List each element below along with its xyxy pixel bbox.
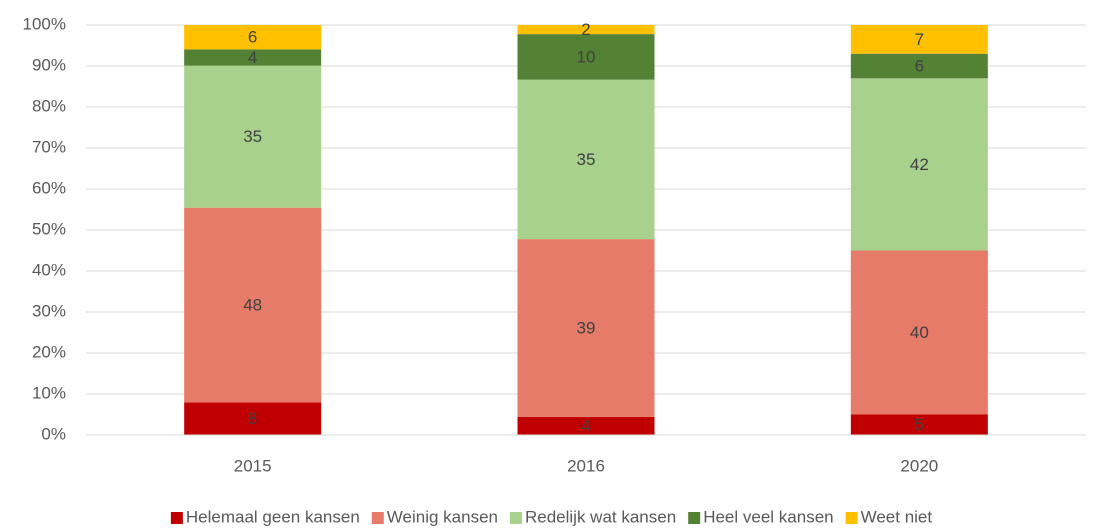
data-label: 35	[243, 127, 262, 146]
bar-segment	[184, 49, 322, 66]
bar-segment	[517, 416, 655, 435]
y-tick-label: 0%	[41, 424, 66, 443]
bar-segment	[184, 402, 322, 435]
data-label: 48	[243, 296, 262, 315]
data-label: 39	[577, 318, 596, 337]
legend-swatch	[371, 512, 384, 524]
data-label: 4	[581, 416, 590, 435]
bar-segment	[850, 414, 988, 435]
bar-segment	[850, 250, 988, 415]
legend-swatch	[170, 512, 183, 524]
x-tick-label: 2020	[900, 456, 938, 475]
legend-item: Helemaal geen kansen	[170, 507, 360, 526]
legend-item: Weinig kansen	[371, 507, 498, 526]
y-tick-label: 80%	[32, 96, 66, 115]
legend-swatch	[688, 512, 701, 524]
bar-segment	[517, 25, 655, 35]
data-label: 8	[248, 409, 257, 428]
bar-segment	[850, 53, 988, 79]
y-tick-label: 90%	[32, 55, 66, 74]
legend-item: Heel veel kansen	[688, 507, 834, 526]
bar-segment	[184, 65, 322, 208]
data-label: 2	[581, 20, 590, 39]
y-tick-label: 50%	[32, 219, 66, 238]
legend-label: Redelijk wat kansen	[525, 507, 676, 526]
bar-segment	[517, 79, 655, 240]
y-tick-label: 30%	[32, 301, 66, 320]
bar-segment	[517, 239, 655, 417]
y-tick-label: 20%	[32, 342, 66, 361]
data-label: 42	[910, 155, 929, 174]
legend-label: Helemaal geen kansen	[186, 507, 360, 526]
legend-item: Weet niet	[845, 507, 933, 526]
bar-segment	[517, 34, 655, 80]
data-label: 40	[910, 323, 929, 342]
bar-segment	[184, 207, 322, 403]
data-label: 10	[577, 47, 596, 66]
data-label: 4	[248, 48, 257, 67]
data-label: 6	[915, 56, 924, 75]
bar-segment	[850, 78, 988, 251]
data-label: 7	[915, 30, 924, 49]
x-tick-label: 2016	[567, 456, 605, 475]
bar-segment	[850, 25, 988, 54]
legend-swatch	[509, 512, 522, 524]
y-tick-label: 10%	[32, 383, 66, 402]
y-tick-label: 70%	[32, 137, 66, 156]
y-tick-label: 60%	[32, 178, 66, 197]
y-tick-label: 40%	[32, 260, 66, 279]
data-label: 5	[915, 415, 924, 434]
data-label: 6	[248, 28, 257, 47]
legend-item: Redelijk wat kansen	[509, 507, 676, 526]
x-tick-label: 2015	[234, 456, 272, 475]
legend-label: Heel veel kansen	[703, 507, 833, 526]
bar-segment	[184, 25, 322, 50]
legend-label: Weet niet	[861, 507, 933, 526]
legend-label: Weinig kansen	[387, 507, 498, 526]
y-tick-label: 100%	[23, 14, 66, 33]
legend-swatch	[845, 512, 858, 524]
data-label: 35	[577, 150, 596, 169]
